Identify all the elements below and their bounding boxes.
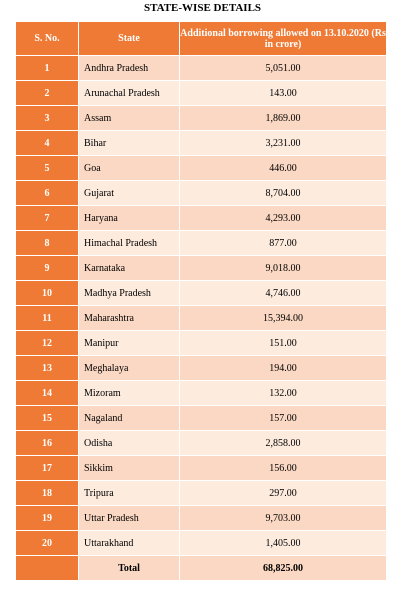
cell-state: Uttarakhand (78, 530, 180, 556)
cell-sno: 10 (15, 280, 79, 306)
cell-value: 194.00 (179, 355, 387, 381)
column-header-sno: S. No. (15, 21, 79, 56)
cell-value: 143.00 (179, 80, 387, 106)
table-row: 15 Nagaland 157.00 (15, 405, 387, 431)
cell-state: Bihar (78, 130, 180, 156)
cell-sno: 11 (15, 305, 79, 331)
table-row: 20 Uttarakhand 1,405.00 (15, 530, 387, 556)
cell-value: 156.00 (179, 455, 387, 481)
table-row: 17 Sikkim 156.00 (15, 455, 387, 481)
cell-value: 3,231.00 (179, 130, 387, 156)
cell-state: Uttar Pradesh (78, 505, 180, 531)
cell-sno: 15 (15, 405, 79, 431)
table-row: 12 Manipur 151.00 (15, 330, 387, 356)
table-header-row: S. No. State Additional borrowing allowe… (15, 21, 387, 56)
table-row: 8 Himachal Pradesh 877.00 (15, 230, 387, 256)
cell-sno: 4 (15, 130, 79, 156)
cell-state: Odisha (78, 430, 180, 456)
table-row: 11 Maharashtra 15,394.00 (15, 305, 387, 331)
cell-total-blank (15, 555, 79, 581)
cell-value: 297.00 (179, 480, 387, 506)
table-row: 7 Haryana 4,293.00 (15, 205, 387, 231)
cell-sno: 9 (15, 255, 79, 281)
cell-sno: 19 (15, 505, 79, 531)
cell-value: 9,018.00 (179, 255, 387, 281)
cell-state: Mizoram (78, 380, 180, 406)
cell-sno: 13 (15, 355, 79, 381)
cell-sno: 3 (15, 105, 79, 131)
cell-state: Manipur (78, 330, 180, 356)
cell-sno: 7 (15, 205, 79, 231)
table-row: 6 Gujarat 8,704.00 (15, 180, 387, 206)
cell-sno: 8 (15, 230, 79, 256)
cell-sno: 20 (15, 530, 79, 556)
cell-state: Arunachal Pradesh (78, 80, 180, 106)
cell-state: Sikkim (78, 455, 180, 481)
cell-value: 1,405.00 (179, 530, 387, 556)
cell-sno: 5 (15, 155, 79, 181)
table-row: 4 Bihar 3,231.00 (15, 130, 387, 156)
cell-value: 8,704.00 (179, 180, 387, 206)
cell-value: 2,858.00 (179, 430, 387, 456)
cell-sno: 6 (15, 180, 79, 206)
cell-value: 151.00 (179, 330, 387, 356)
cell-value: 132.00 (179, 380, 387, 406)
cell-state: Himachal Pradesh (78, 230, 180, 256)
cell-value: 1,869.00 (179, 105, 387, 131)
cell-sno: 1 (15, 55, 79, 81)
cell-value: 9,703.00 (179, 505, 387, 531)
cell-value: 4,746.00 (179, 280, 387, 306)
cell-state: Karnataka (78, 255, 180, 281)
cell-total-value: 68,825.00 (179, 555, 387, 581)
cell-state: Goa (78, 155, 180, 181)
table-total-row: Total 68,825.00 (15, 555, 387, 581)
table-row: 16 Odisha 2,858.00 (15, 430, 387, 456)
table-row: 10 Madhya Pradesh 4,746.00 (15, 280, 387, 306)
cell-state: Tripura (78, 480, 180, 506)
cell-sno: 12 (15, 330, 79, 356)
table-row: 9 Karnataka 9,018.00 (15, 255, 387, 281)
table-row: 13 Meghalaya 194.00 (15, 355, 387, 381)
cell-value: 5,051.00 (179, 55, 387, 81)
cell-state: Haryana (78, 205, 180, 231)
cell-state: Madhya Pradesh (78, 280, 180, 306)
cell-value: 877.00 (179, 230, 387, 256)
cell-value: 4,293.00 (179, 205, 387, 231)
cell-value: 446.00 (179, 155, 387, 181)
table-row: 5 Goa 446.00 (15, 155, 387, 181)
table-row: 1 Andhra Pradesh 5,051.00 (15, 55, 387, 81)
column-header-borrowing: Additional borrowing allowed on 13.10.20… (179, 21, 387, 56)
cell-sno: 14 (15, 380, 79, 406)
cell-state: Assam (78, 105, 180, 131)
table-row: 19 Uttar Pradesh 9,703.00 (15, 505, 387, 531)
page-title: STATE-WISE DETAILS (143, 2, 262, 14)
cell-state: Gujarat (78, 180, 180, 206)
cell-value: 157.00 (179, 405, 387, 431)
cell-sno: 18 (15, 480, 79, 506)
state-borrowing-table: S. No. State Additional borrowing allowe… (15, 21, 387, 581)
cell-sno: 16 (15, 430, 79, 456)
cell-sno: 2 (15, 80, 79, 106)
cell-sno: 17 (15, 455, 79, 481)
cell-state: Meghalaya (78, 355, 180, 381)
table-row: 18 Tripura 297.00 (15, 480, 387, 506)
cell-value: 15,394.00 (179, 305, 387, 331)
table-row: 14 Mizoram 132.00 (15, 380, 387, 406)
table-row: 2 Arunachal Pradesh 143.00 (15, 80, 387, 106)
column-header-state: State (78, 21, 180, 56)
table-row: 3 Assam 1,869.00 (15, 105, 387, 131)
cell-state: Maharashtra (78, 305, 180, 331)
cell-state: Nagaland (78, 405, 180, 431)
cell-state: Andhra Pradesh (78, 55, 180, 81)
cell-total-label: Total (78, 555, 180, 581)
